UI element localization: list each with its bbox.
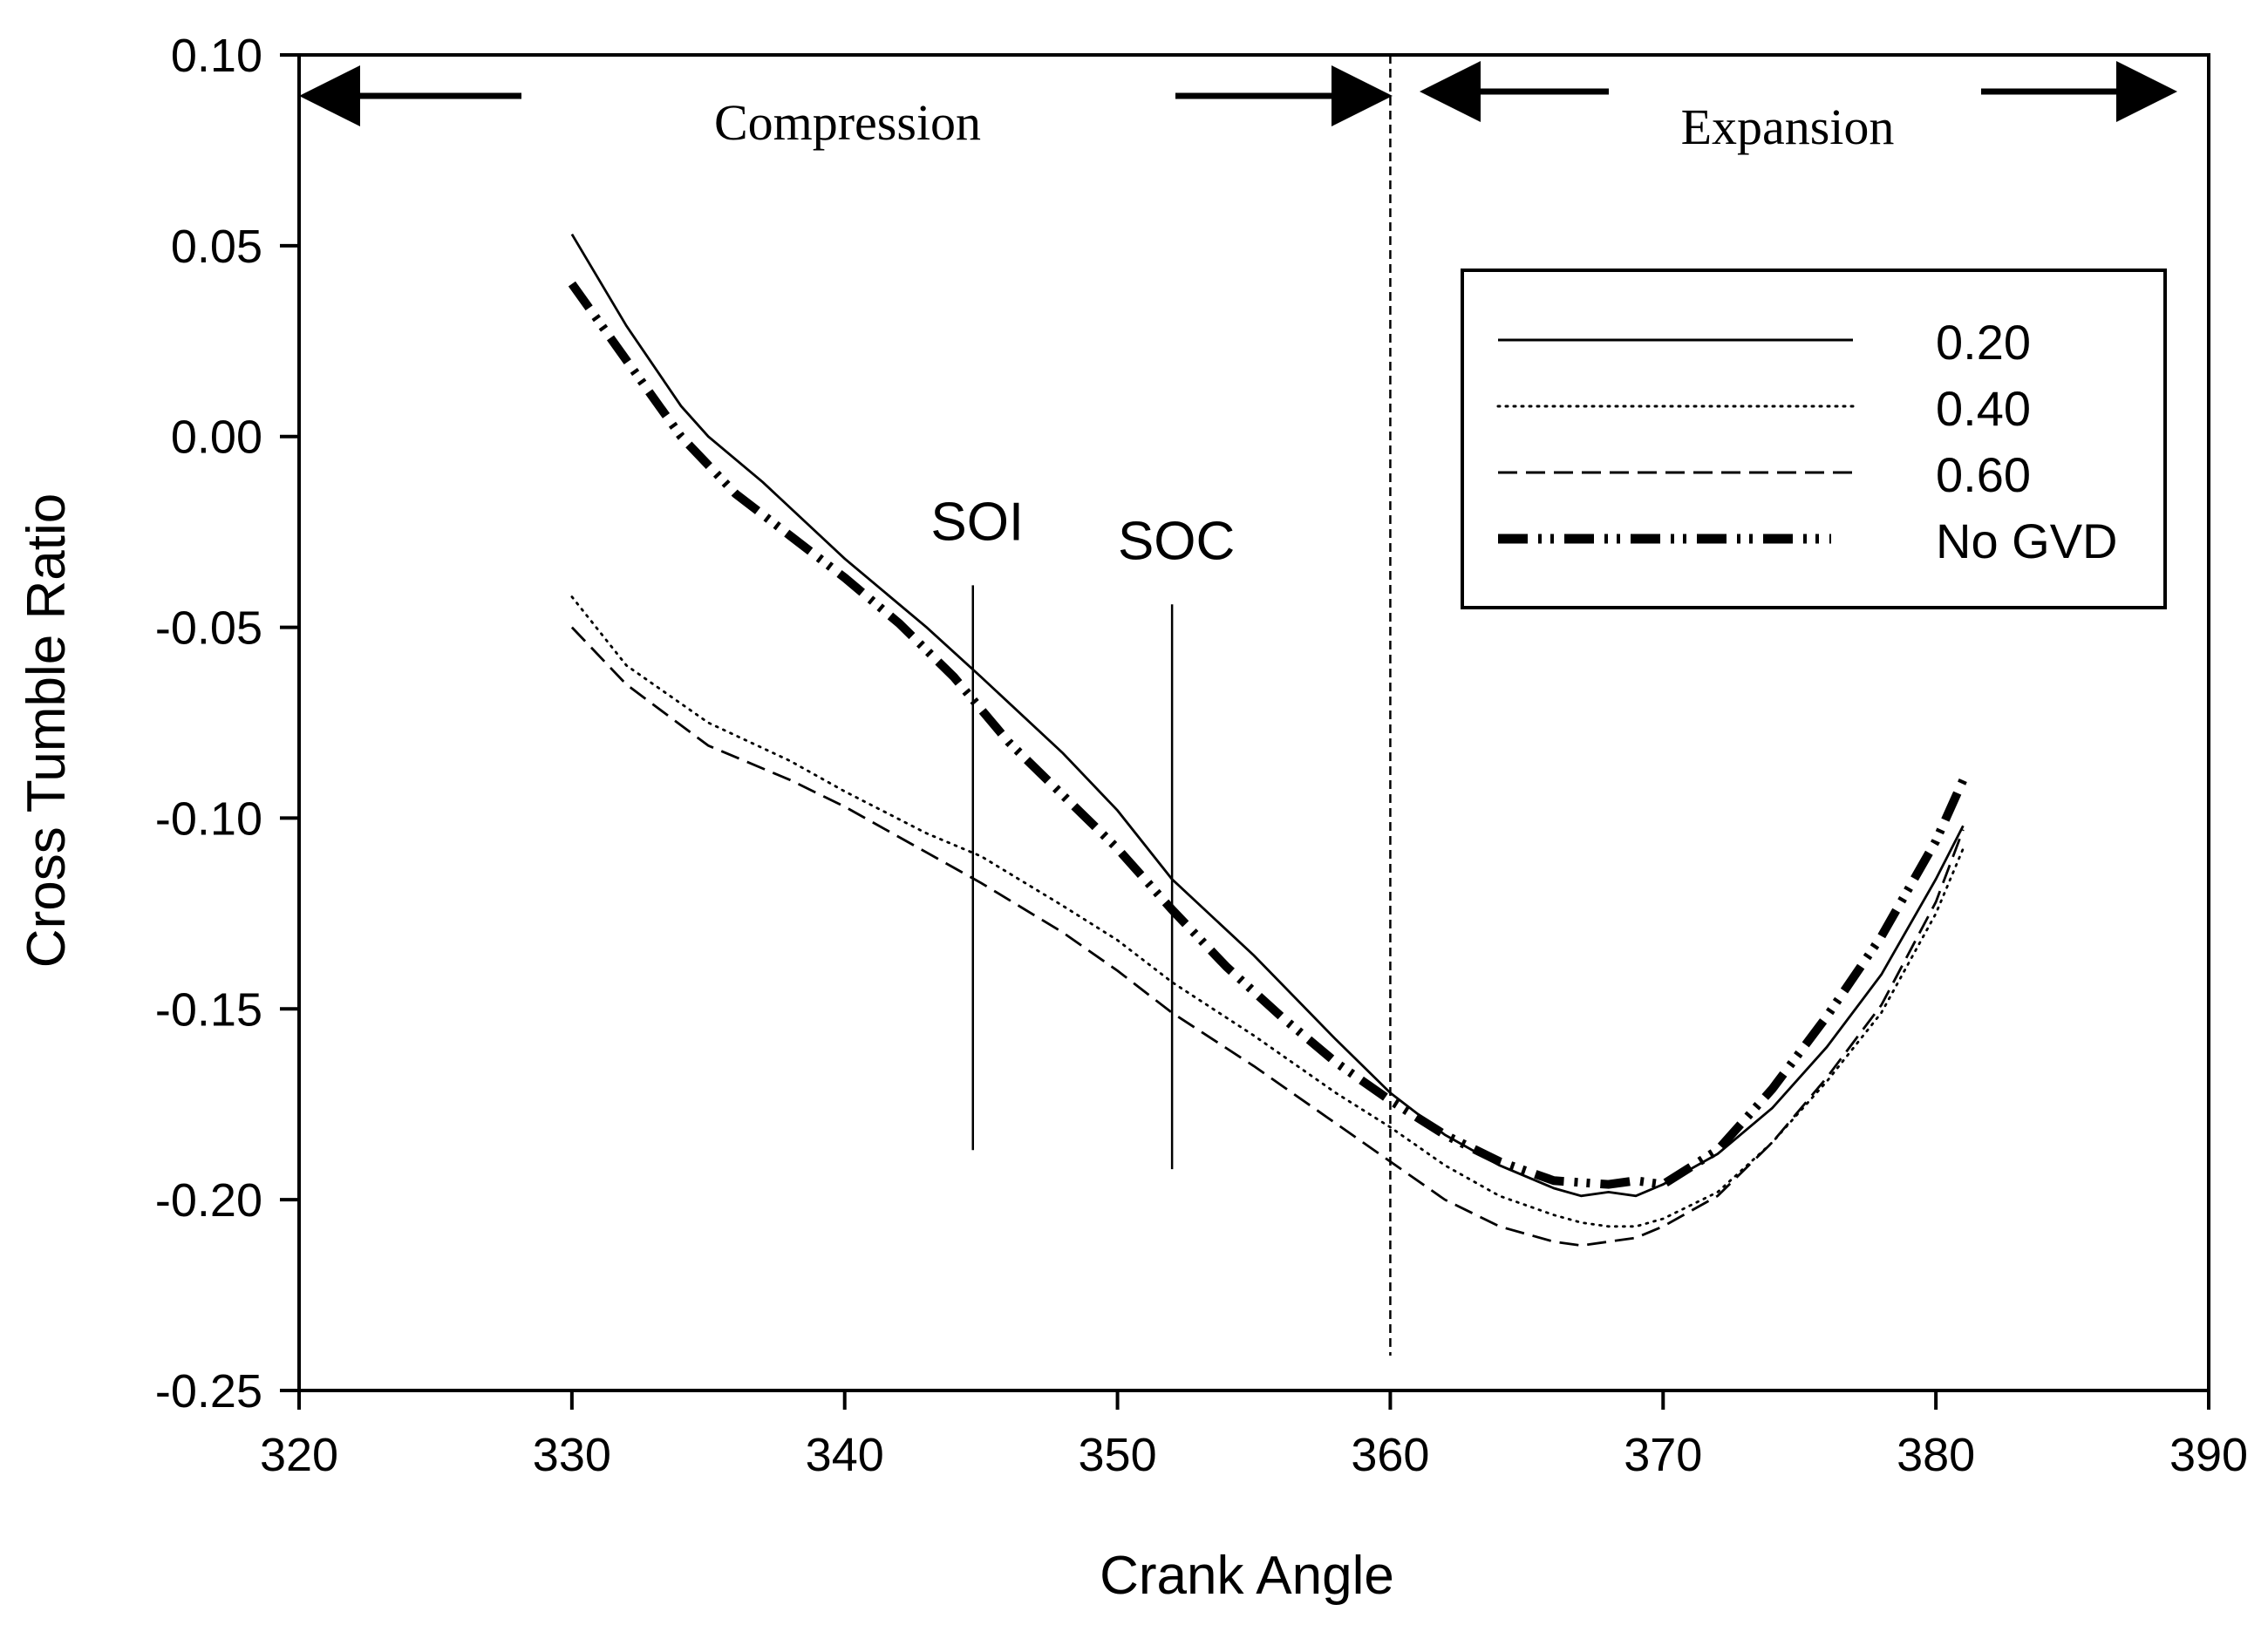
series-line-0-60 (570, 626, 1965, 1248)
legend-box (1461, 269, 2167, 609)
y-tick-label: -0.05 (155, 602, 262, 655)
y-tick-label: 0.05 (171, 221, 262, 273)
soc-label: SOC (1118, 511, 1235, 571)
plot-frame (297, 53, 2210, 1392)
expansion-label: Expansion (1681, 99, 1895, 155)
x-tick-label: 390 (2169, 1429, 2248, 1481)
x-tick-label: 320 (260, 1429, 338, 1481)
x-tick-label: 360 (1351, 1429, 1429, 1481)
compression-label: Compression (714, 94, 981, 151)
x-tick-label: 380 (1897, 1429, 1975, 1481)
y-tick-label: -0.25 (155, 1365, 262, 1418)
x-tick-label: 330 (533, 1429, 611, 1481)
x-tick-label: 340 (806, 1429, 884, 1481)
y-tick-label: 0.00 (171, 411, 262, 464)
legend-label-0-40: 0.40 (1936, 381, 2031, 436)
x-tick-label: 350 (1079, 1429, 1157, 1481)
y-tick-label: -0.10 (155, 792, 262, 845)
phase-regions: Compression Expansion (299, 61, 2177, 155)
legend-label-no-gvd: No GVD (1936, 513, 2118, 568)
legend-label-0-60: 0.60 (1936, 447, 2031, 502)
legend-label-0-20: 0.20 (1936, 315, 2031, 370)
y-tick-label: 0.10 (171, 30, 262, 82)
y-tick-label: -0.15 (155, 983, 262, 1036)
series-group (568, 233, 1967, 1248)
y-axis-title: Cross Tumble Ratio (17, 493, 77, 968)
series-line-0-20 (570, 233, 1965, 1198)
y-tick-label: -0.20 (155, 1174, 262, 1227)
x-tick-label: 370 (1624, 1429, 1702, 1481)
annotations: SOI SOC (930, 492, 1235, 1170)
soi-label: SOI (930, 492, 1024, 552)
series-line-0-40 (570, 595, 1965, 1228)
x-axis-title: Crank Angle (1100, 1546, 1394, 1606)
y-axis: 0.10 0.05 0.00 -0.05 -0.10 -0.15 -0.20 -0.25 (155, 30, 299, 1418)
legend: 0.20 0.40 0.60 No GVD (1461, 269, 2167, 609)
x-axis: 320 330 340 350 360 370 380 390 (260, 1390, 2248, 1481)
